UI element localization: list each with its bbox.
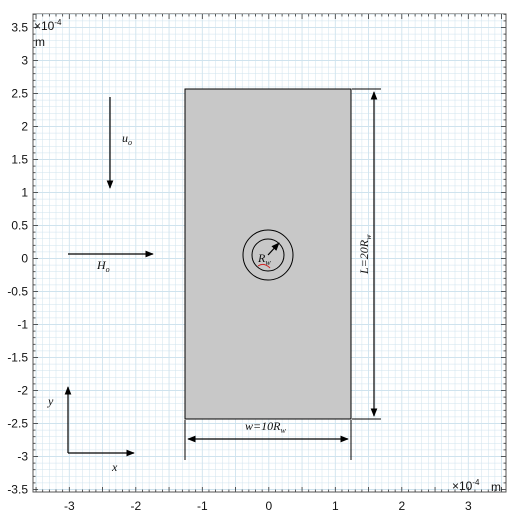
x-tick-label: -2 bbox=[130, 499, 141, 513]
y-tick-label: -2 bbox=[17, 384, 28, 398]
y-tick-label: -1.5 bbox=[7, 351, 28, 365]
y-tick-label: 3.5 bbox=[11, 21, 28, 35]
y-tick-label: -1 bbox=[17, 318, 28, 332]
y-tick-label: 2 bbox=[21, 120, 28, 134]
x-unit-label: m bbox=[491, 480, 501, 494]
y-axis-letter: y bbox=[47, 394, 54, 408]
x-tick-label: -3 bbox=[64, 499, 75, 513]
x-tick-label: 3 bbox=[465, 499, 472, 513]
x-tick-label: 0 bbox=[265, 499, 272, 513]
y-tick-label: 2.5 bbox=[11, 87, 28, 101]
wire-circle bbox=[251, 238, 285, 272]
y-tick-label: -0.5 bbox=[7, 285, 28, 299]
y-tick-label: 1 bbox=[21, 186, 28, 200]
y-tick-label: -3 bbox=[17, 450, 28, 464]
radius-arrow bbox=[267, 242, 280, 256]
velocity-label: uo bbox=[122, 131, 132, 147]
x-tick-labels: -3 -2 -1 0 1 2 3 bbox=[64, 499, 472, 513]
y-tick-label: 0.5 bbox=[11, 219, 28, 233]
axis-ticks bbox=[33, 13, 506, 492]
y-tick-label: -3.5 bbox=[7, 483, 28, 497]
outer-circle bbox=[242, 229, 294, 281]
x-tick-label: 1 bbox=[332, 499, 339, 513]
width-label: w=10Rw bbox=[245, 419, 286, 435]
y-exponent-label: ×10-4 bbox=[34, 18, 62, 33]
fluid-domain-rectangle bbox=[184, 88, 352, 420]
length-label: L=20Rw bbox=[357, 234, 373, 275]
x-exponent-label: ×10-4 bbox=[452, 478, 480, 493]
radius-label: Rw bbox=[257, 251, 271, 267]
y-tick-label: 0 bbox=[21, 252, 28, 266]
y-tick-labels: 3.5 3 2.5 2 1.5 1 0.5 0 -0.5 -1 -1.5 -2 -2.5 -3 -3.5 bbox=[7, 21, 28, 497]
y-tick-label: -2.5 bbox=[7, 417, 28, 431]
field-label: Ho bbox=[96, 258, 110, 274]
wire-arc-highlight bbox=[257, 263, 271, 269]
y-tick-label: 1.5 bbox=[11, 153, 28, 167]
x-axis-letter: x bbox=[111, 460, 118, 474]
x-tick-label: 2 bbox=[398, 499, 405, 513]
y-tick-label: 3 bbox=[21, 54, 28, 68]
y-unit-label: m bbox=[35, 35, 45, 49]
x-tick-label: -1 bbox=[197, 499, 208, 513]
